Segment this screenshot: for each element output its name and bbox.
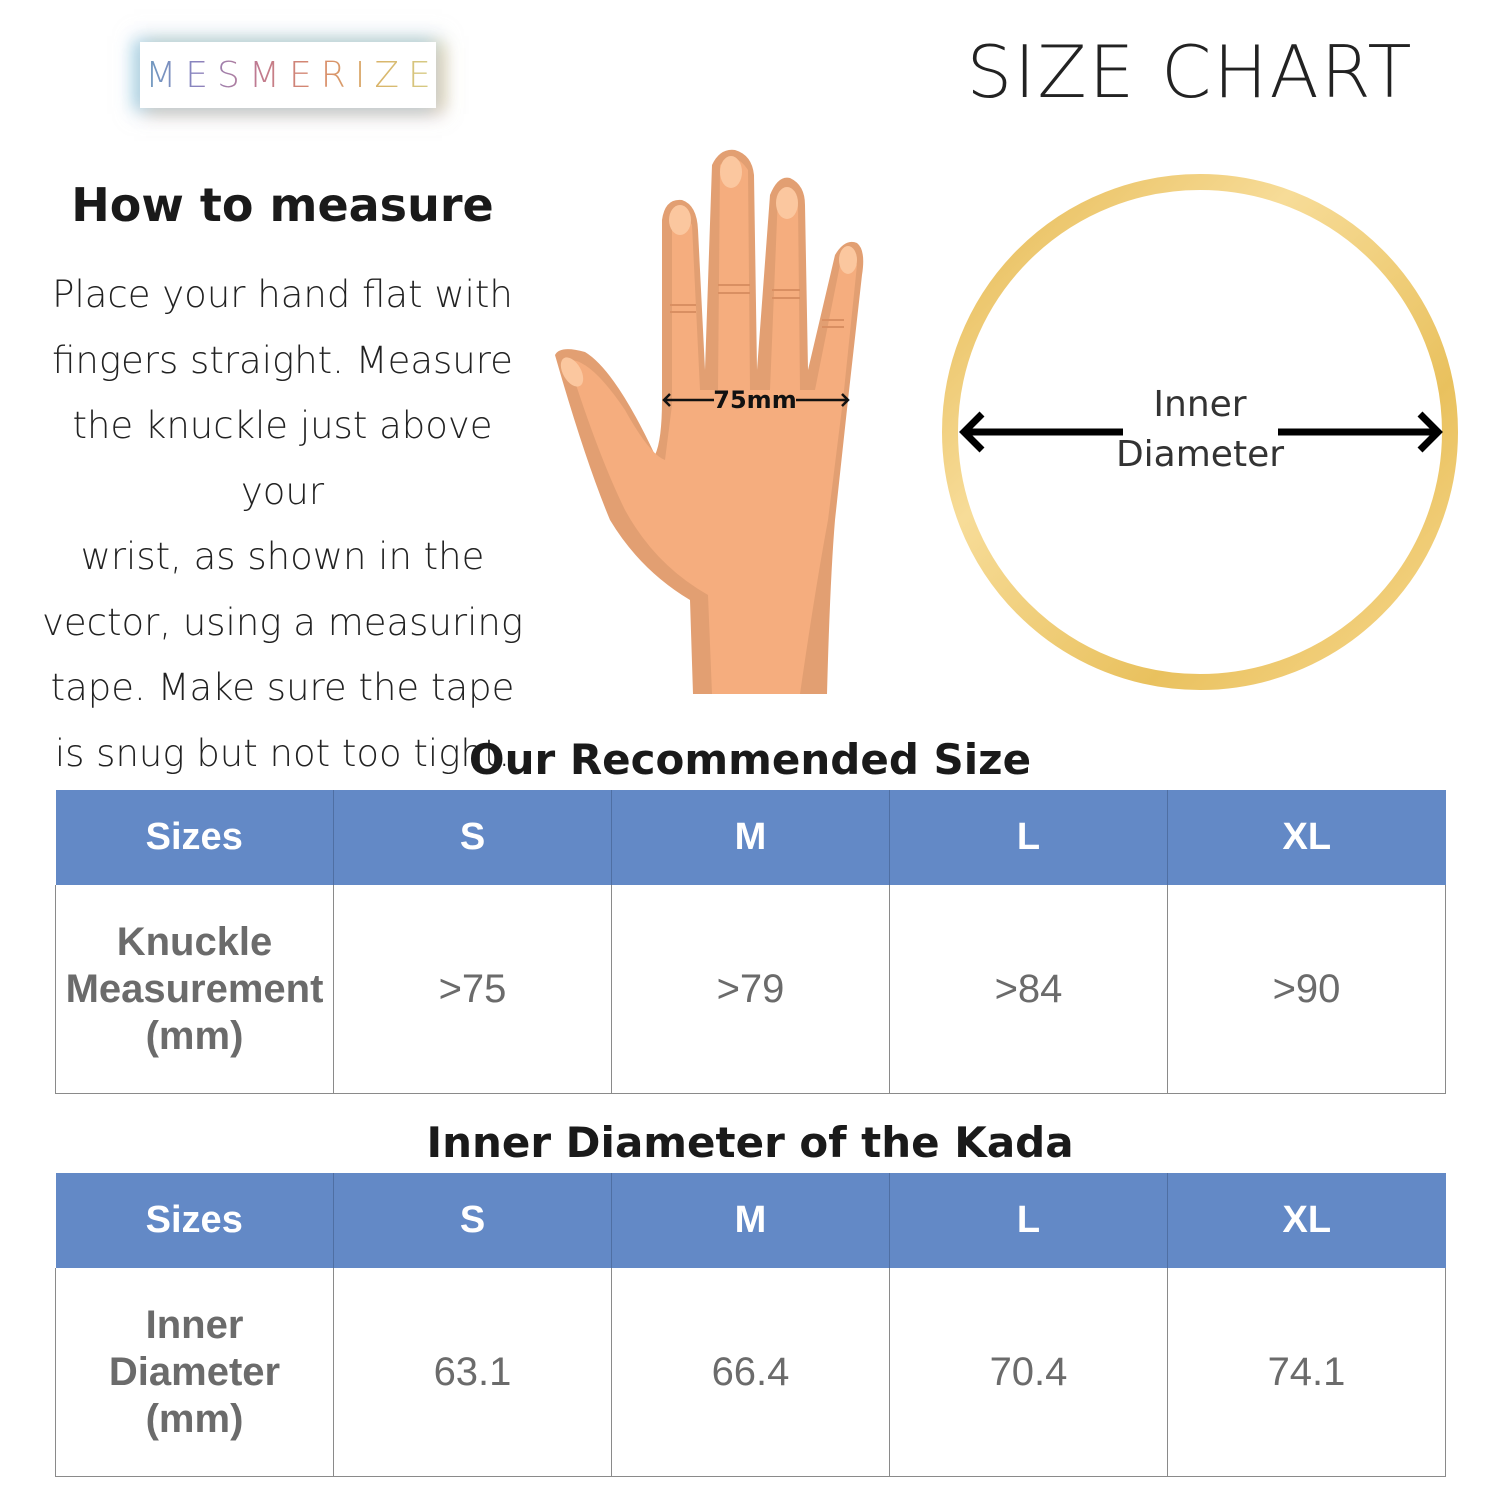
value-cell: >84 (889, 885, 1168, 1094)
value-cell: >90 (1167, 885, 1446, 1094)
header-cell: XL (1167, 1173, 1446, 1268)
table-row: Inner Diameter (mm) 63.1 66.4 70.4 74.1 (55, 1268, 1446, 1477)
label-line: (mm) (145, 1013, 244, 1058)
label-line: Knuckle (116, 919, 273, 964)
instruction-line: vector, using a measuring (41, 600, 524, 644)
value-cell: >79 (611, 885, 890, 1094)
brand-logo: MESMERIZE (140, 42, 436, 108)
value-cell: 63.1 (333, 1268, 612, 1477)
table-header-row: Sizes S M L XL (55, 790, 1446, 885)
instructions-heading: How to measure (71, 178, 494, 232)
table-header-row: Sizes S M L XL (55, 1173, 1446, 1268)
table-row: Knuckle Measurement (mm) >75 >79 >84 >90 (55, 885, 1446, 1094)
header-cell: L (889, 790, 1168, 885)
value-cell: >75 (333, 885, 612, 1094)
measurement-arrow (662, 393, 850, 407)
instruction-line: wrist, as shown in the (80, 535, 485, 578)
header-cell: S (333, 1173, 612, 1268)
diameter-arrow (959, 411, 1443, 453)
value-cell: 74.1 (1167, 1268, 1446, 1477)
value-cell: 70.4 (889, 1268, 1168, 1477)
header-cell: L (889, 1173, 1168, 1268)
header-cell: Sizes (55, 790, 334, 885)
label-line: Inner (145, 1302, 244, 1347)
label-line: Diameter (108, 1349, 281, 1394)
row-label: Knuckle Measurement (mm) (55, 885, 334, 1094)
inner-diameter-label: Inner Diameter (1100, 380, 1300, 480)
hand-illustration: 75mm (555, 149, 1458, 695)
knuckle-table-title: Our Recommended Size (468, 735, 1032, 784)
instructions-text: Place your hand flat with fingers straig… (40, 262, 525, 786)
instruction-line: is snug but not too tight. (54, 731, 511, 775)
knuckle-size-table: Sizes S M L XL Knuckle Measurement (mm) >7… (55, 790, 1446, 1094)
hand-icon (555, 149, 864, 695)
diameter-table-title: Inner Diameter of the Kada (426, 1118, 1074, 1167)
label-line: Diameter (1115, 434, 1285, 475)
logo-text: MESMERIZE (136, 55, 440, 96)
label-line: Inner (1153, 384, 1247, 425)
diameter-size-table: Sizes S M L XL Inner Diameter (mm) 63.1 66… (55, 1173, 1446, 1477)
header-cell: M (611, 790, 890, 885)
page-title: SIZE CHART (966, 30, 1414, 114)
label-line: (mm) (145, 1396, 244, 1441)
header-cell: Sizes (55, 1173, 334, 1268)
instruction-line: the knuckle just above your (72, 404, 493, 513)
instruction-line: tape. Make sure the tape (50, 666, 515, 709)
header-cell: S (333, 790, 612, 885)
measurement-label: 75mm (713, 386, 796, 414)
kada-ring-icon (942, 174, 1458, 690)
header-cell: M (611, 1173, 890, 1268)
instruction-line: fingers straight. Measure (52, 338, 513, 382)
instruction-line: Place your hand flat with (52, 273, 513, 316)
value-cell: 66.4 (611, 1268, 890, 1477)
row-label: Inner Diameter (mm) (55, 1268, 334, 1477)
label-line: Measurement (65, 966, 324, 1011)
header-cell: XL (1167, 790, 1446, 885)
